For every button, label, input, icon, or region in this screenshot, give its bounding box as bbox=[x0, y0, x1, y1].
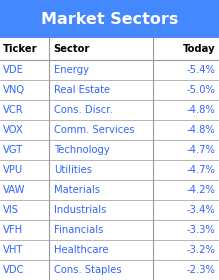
Text: Industrials: Industrials bbox=[54, 205, 106, 215]
Text: -4.8%: -4.8% bbox=[187, 125, 216, 135]
Text: Energy: Energy bbox=[54, 65, 89, 75]
Text: -4.7%: -4.7% bbox=[187, 165, 216, 175]
Text: Ticker: Ticker bbox=[3, 44, 38, 54]
Bar bbox=[0, 120, 219, 140]
Text: VPU: VPU bbox=[3, 165, 23, 175]
Text: VFH: VFH bbox=[3, 225, 23, 235]
Bar bbox=[0, 160, 219, 180]
Text: Cons. Discr.: Cons. Discr. bbox=[54, 105, 112, 115]
Text: VDE: VDE bbox=[3, 65, 24, 75]
Text: Sector: Sector bbox=[54, 44, 90, 54]
Bar bbox=[0, 240, 219, 260]
Text: Today: Today bbox=[183, 44, 216, 54]
Bar bbox=[0, 80, 219, 100]
Text: -4.2%: -4.2% bbox=[187, 185, 216, 195]
Text: -2.3%: -2.3% bbox=[187, 265, 216, 275]
Bar bbox=[0, 180, 219, 200]
Text: -3.3%: -3.3% bbox=[187, 225, 216, 235]
Bar bbox=[0, 100, 219, 120]
Text: VCR: VCR bbox=[3, 105, 24, 115]
Bar bbox=[0, 38, 219, 60]
Text: Utilities: Utilities bbox=[54, 165, 92, 175]
Text: VHT: VHT bbox=[3, 245, 24, 255]
Bar bbox=[0, 260, 219, 280]
Text: Healthcare: Healthcare bbox=[54, 245, 108, 255]
Text: VDC: VDC bbox=[3, 265, 25, 275]
Text: Cons. Staples: Cons. Staples bbox=[54, 265, 121, 275]
Text: VAW: VAW bbox=[3, 185, 26, 195]
Bar bbox=[0, 220, 219, 240]
Text: -4.7%: -4.7% bbox=[187, 145, 216, 155]
Text: -3.4%: -3.4% bbox=[187, 205, 216, 215]
Text: -4.8%: -4.8% bbox=[187, 105, 216, 115]
Bar bbox=[0, 60, 219, 80]
Text: -3.2%: -3.2% bbox=[187, 245, 216, 255]
Text: Financials: Financials bbox=[54, 225, 103, 235]
Bar bbox=[0, 0, 219, 38]
Text: VIS: VIS bbox=[3, 205, 19, 215]
Text: Market Sectors: Market Sectors bbox=[41, 11, 178, 27]
Text: -5.0%: -5.0% bbox=[187, 85, 216, 95]
Bar bbox=[0, 38, 219, 280]
Text: Materials: Materials bbox=[54, 185, 100, 195]
Text: Real Estate: Real Estate bbox=[54, 85, 110, 95]
Text: VGT: VGT bbox=[3, 145, 23, 155]
Text: VOX: VOX bbox=[3, 125, 24, 135]
Text: VNQ: VNQ bbox=[3, 85, 25, 95]
Bar bbox=[0, 140, 219, 160]
Text: Technology: Technology bbox=[54, 145, 110, 155]
Text: -5.4%: -5.4% bbox=[187, 65, 216, 75]
Text: Comm. Services: Comm. Services bbox=[54, 125, 134, 135]
Bar bbox=[0, 200, 219, 220]
